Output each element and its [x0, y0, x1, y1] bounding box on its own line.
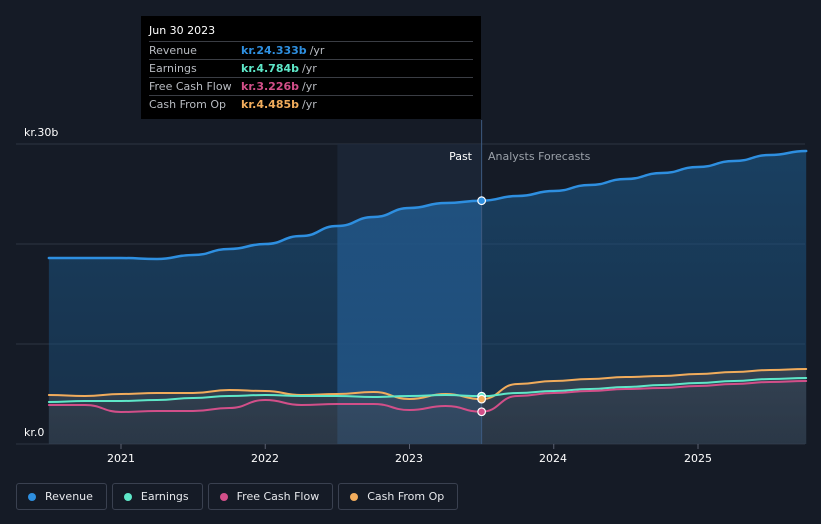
tooltip-unit: /yr	[302, 62, 317, 75]
axis-labels: kr.30b kr.0 Past Analysts Forecasts 2021…	[24, 126, 712, 465]
series-line-earnings	[47, 377, 808, 403]
x-tick-2022: 2022	[251, 452, 279, 465]
series-lines	[47, 149, 808, 414]
series-line-free-cash-flow	[47, 380, 808, 414]
tooltip-unit: /yr	[302, 80, 317, 93]
legend-label: Earnings	[140, 490, 189, 503]
series-areas	[48, 120, 807, 444]
series-markers	[477, 196, 487, 417]
tooltip-row-cash-from-op: Cash From Op kr.4.485b /yr	[149, 96, 473, 113]
tooltip-value: kr.3.226b	[241, 80, 300, 93]
tooltip-row-revenue: Revenue kr.24.333b /yr	[149, 42, 473, 60]
revenue-past-highlight	[337, 200, 482, 444]
x-tick-2024: 2024	[539, 452, 567, 465]
tooltip-unit: /yr	[302, 98, 317, 111]
marker-revenue	[477, 196, 487, 206]
tooltip: Jun 30 2023 Revenue kr.24.333b /yr Earni…	[141, 16, 481, 119]
legend-label: Free Cash Flow	[236, 490, 320, 503]
tooltip-value: kr.4.784b	[241, 62, 300, 75]
legend-item-cash-from-op[interactable]: Cash From Op	[338, 483, 459, 510]
tooltip-row-free-cash-flow: Free Cash Flow kr.3.226b /yr	[149, 78, 473, 96]
legend-dot-icon	[350, 492, 359, 501]
tooltip-label: Cash From Op	[149, 98, 227, 111]
x-tick-2025: 2025	[684, 452, 712, 465]
x-tick-2023: 2023	[395, 452, 423, 465]
y-tick-label-bottom: kr.0	[24, 426, 44, 439]
tooltip-value: kr.24.333b	[241, 44, 307, 57]
tooltip-label: Revenue	[149, 44, 197, 57]
tooltip-label: Free Cash Flow	[149, 80, 232, 93]
marker-cash-from-op	[477, 394, 487, 404]
tooltip-row-earnings: Earnings kr.4.784b /yr	[149, 60, 473, 78]
past-label: Past	[449, 150, 473, 163]
tooltip-value: kr.4.485b	[241, 98, 300, 111]
tooltip-date: Jun 30 2023	[149, 23, 473, 42]
legend-item-free-cash-flow[interactable]: Free Cash Flow	[207, 483, 334, 510]
legend-dot-icon	[28, 492, 36, 501]
legend-dot-icon	[123, 492, 132, 501]
legend-dot-icon	[219, 492, 228, 501]
tooltip-unit: /yr	[309, 44, 325, 57]
legend-label: Revenue	[45, 490, 93, 503]
marker-free-cash-flow	[477, 407, 487, 417]
legend: Revenue Earnings Free Cash Flow Cash Fro…	[16, 483, 459, 510]
series-line-revenue	[47, 149, 808, 261]
legend-label: Cash From Op	[367, 490, 445, 503]
x-tick-2021: 2021	[107, 452, 135, 465]
chart-area: kr.30b kr.0 Past Analysts Forecasts 2021…	[16, 120, 808, 465]
tooltip-label: Earnings	[149, 62, 197, 75]
legend-item-earnings[interactable]: Earnings	[111, 483, 203, 510]
forecast-label: Analysts Forecasts	[488, 150, 591, 163]
y-tick-label-top: kr.30b	[24, 126, 58, 139]
legend-item-revenue[interactable]: Revenue	[16, 483, 107, 510]
